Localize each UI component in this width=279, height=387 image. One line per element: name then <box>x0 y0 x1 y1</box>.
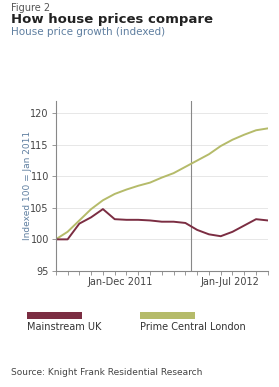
Text: Figure 2: Figure 2 <box>11 3 50 13</box>
Text: How house prices compare: How house prices compare <box>11 13 213 26</box>
Text: Mainstream UK: Mainstream UK <box>27 322 101 332</box>
Text: House price growth (indexed): House price growth (indexed) <box>11 27 165 37</box>
Text: Prime Central London: Prime Central London <box>140 322 245 332</box>
Text: Jan-Dec 2011: Jan-Dec 2011 <box>88 277 153 287</box>
Y-axis label: Indexed 100 = Jan 2011: Indexed 100 = Jan 2011 <box>23 131 32 240</box>
Text: Source: Knight Frank Residential Research: Source: Knight Frank Residential Researc… <box>11 368 203 377</box>
Text: Jan-Jul 2012: Jan-Jul 2012 <box>201 277 259 287</box>
